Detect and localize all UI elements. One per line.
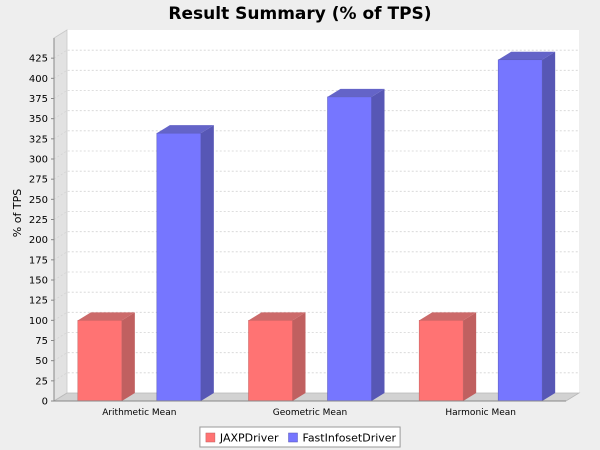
- y-tick-label: 225: [29, 215, 48, 226]
- y-axis: 0 25 50 75 100 125 150 175 200 225 250 275 300 325 350…: [29, 38, 55, 408]
- gridline: [53, 332, 579, 341]
- bar-side: [463, 312, 477, 401]
- legend-box: [199, 426, 401, 448]
- gridline: [53, 69, 579, 79]
- bar-top: [498, 51, 556, 60]
- legend: JAXPDriver FastInfosetDriver: [199, 426, 401, 448]
- y-tick-label: 0: [42, 397, 48, 408]
- gridline: [53, 291, 579, 301]
- y-tick-label: 300: [29, 155, 48, 166]
- bar-front: [327, 96, 372, 402]
- gridline: [53, 150, 579, 160]
- bar: [156, 125, 214, 402]
- bar-top: [77, 312, 135, 321]
- bar: [248, 312, 306, 402]
- legend-item: JAXPDriver: [205, 432, 279, 445]
- bar-side: [200, 125, 214, 401]
- bar-top: [156, 125, 214, 134]
- legend-item: FastInfosetDriver: [288, 432, 397, 445]
- y-tick-label: 25: [35, 376, 48, 387]
- legend-swatch: [288, 432, 298, 443]
- bar-side: [542, 51, 556, 401]
- x-category-label: Geometric Mean: [273, 408, 347, 418]
- legend-label: FastInfosetDriver: [303, 432, 397, 445]
- gridline: [53, 352, 579, 362]
- gridline: [53, 231, 579, 241]
- bar-top: [419, 312, 477, 321]
- bar-side: [371, 88, 385, 402]
- y-tick-label: 100: [29, 316, 48, 327]
- gridlines: [53, 49, 579, 382]
- legend-label: JAXPDriver: [219, 432, 279, 445]
- gridline: [53, 271, 579, 281]
- bar: [327, 88, 385, 402]
- y-tick-label: 375: [29, 94, 48, 105]
- bar-front: [418, 320, 464, 402]
- legend-swatch: [205, 432, 216, 443]
- y-tick-label: 425: [29, 54, 48, 65]
- y-tick-label: 175: [29, 255, 48, 266]
- y-tick-label: 250: [29, 195, 48, 206]
- x-category-label: Arithmetic Mean: [102, 408, 176, 418]
- chart-title: Result Summary (% of TPS): [168, 4, 431, 24]
- gridline: [53, 110, 579, 120]
- bar: [77, 312, 135, 402]
- gridline: [53, 251, 579, 261]
- bar-front: [497, 59, 543, 402]
- y-tick-label: 50: [35, 356, 48, 367]
- y-tick-label: 350: [29, 114, 48, 125]
- y-tick-label: 325: [29, 134, 48, 145]
- bar-side: [121, 312, 135, 401]
- y-tick-label: 400: [29, 74, 48, 85]
- bar: [497, 51, 556, 402]
- bar-top: [248, 312, 306, 321]
- bar: [418, 312, 477, 402]
- gridline: [53, 90, 579, 99]
- gridline: [53, 372, 579, 382]
- bar-front: [77, 320, 123, 402]
- bar-top: [327, 88, 385, 97]
- plot-left-wall: [53, 29, 68, 402]
- y-tick-label: 275: [29, 175, 48, 186]
- gridline: [53, 211, 579, 220]
- y-tick-label: 125: [29, 296, 48, 307]
- gridline: [53, 170, 579, 180]
- gridline: [53, 130, 579, 140]
- bar-side: [292, 312, 306, 401]
- y-tick-label: 75: [35, 336, 48, 347]
- gridline: [53, 190, 579, 200]
- bars: [77, 51, 556, 402]
- bar-front: [248, 320, 293, 402]
- x-axis: Arithmetic Mean Geometric Mean Harmonic Me…: [54, 400, 566, 418]
- bar-front: [156, 132, 202, 402]
- x-category-label: Harmonic Mean: [445, 408, 516, 418]
- y-tick-label: 150: [29, 276, 48, 287]
- y-tick-label: 200: [29, 235, 48, 246]
- gridline: [53, 311, 579, 321]
- y-axis-title: % of TPS: [11, 189, 24, 237]
- gridline: [53, 49, 579, 59]
